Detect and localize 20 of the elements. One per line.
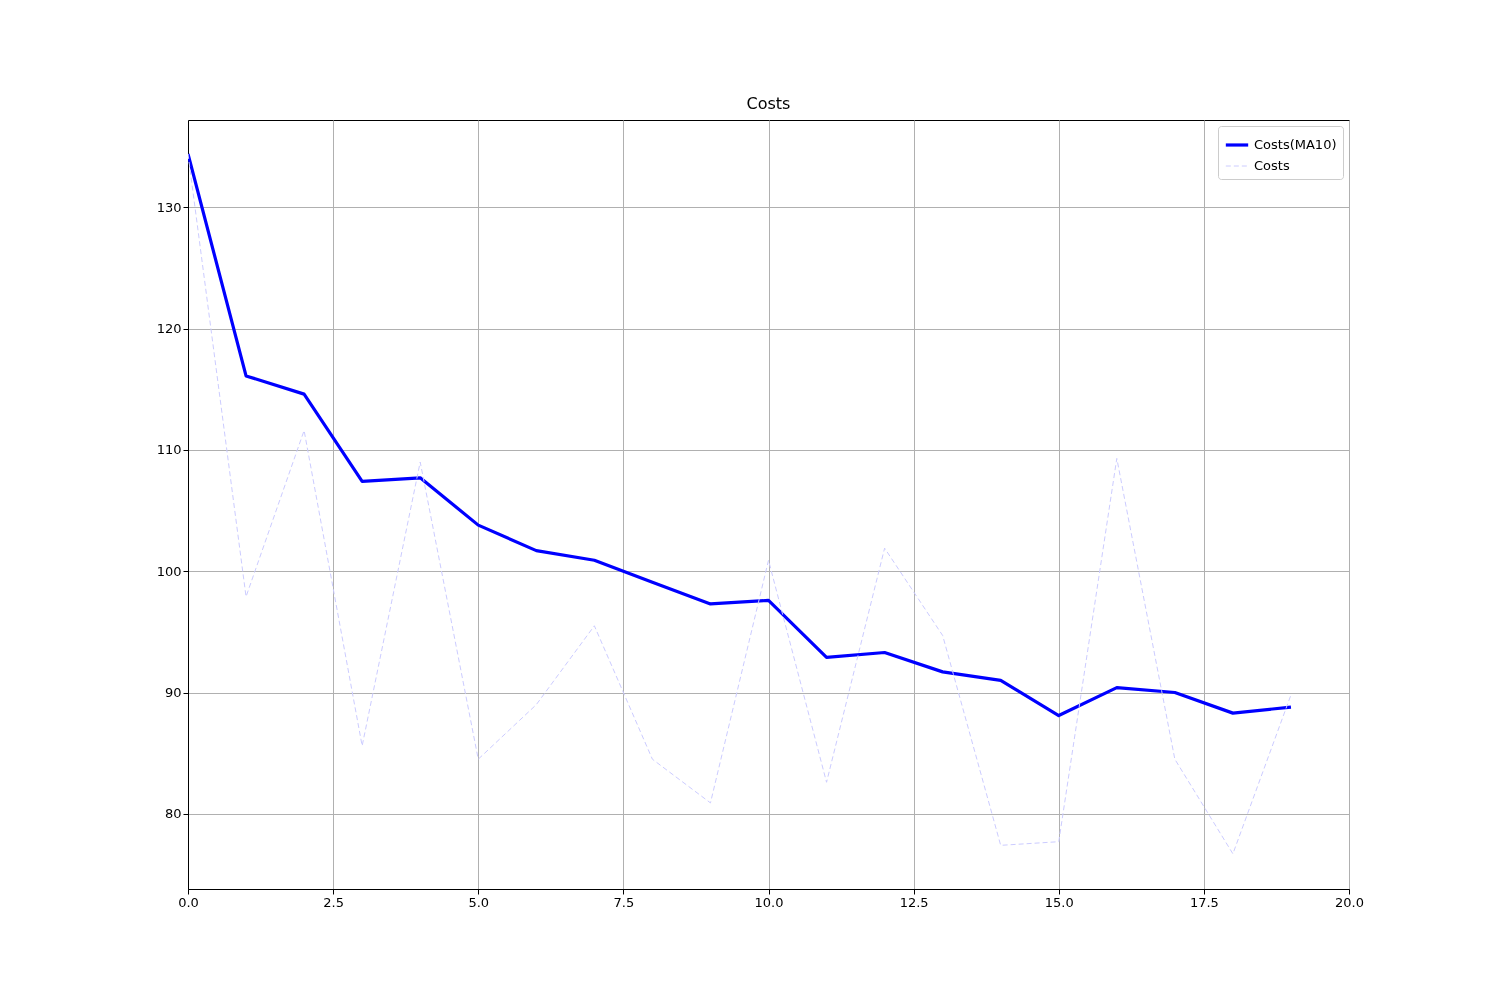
x-tick-label: 0.0 [178, 894, 199, 910]
line-series [188, 153, 1292, 855]
x-tick-label: 20.0 [1335, 894, 1364, 910]
legend-label: Costs(MA10) [1254, 137, 1337, 152]
y-tick-label: 130 [156, 199, 182, 215]
x-tick-label: 2.5 [323, 894, 344, 910]
line-series [188, 152, 1293, 718]
x-tick-label: 10.0 [754, 894, 784, 910]
y-tick-label: 100 [156, 563, 182, 579]
x-tick-label: 17.5 [1189, 894, 1219, 910]
y-tick-label: 110 [156, 442, 182, 458]
x-tick-label: 7.5 [613, 894, 635, 910]
y-tick-label: 120 [156, 321, 182, 337]
y-tick-label: 80 [164, 806, 182, 822]
chart-title: Costs [746, 94, 791, 113]
x-tick-label: 12.5 [899, 894, 929, 910]
y-tick-label: 90 [164, 685, 182, 700]
legend-label: Costs [1254, 158, 1290, 173]
x-tick-label: 5.0 [468, 894, 490, 910]
x-tick-label: 15.0 [1044, 894, 1074, 910]
